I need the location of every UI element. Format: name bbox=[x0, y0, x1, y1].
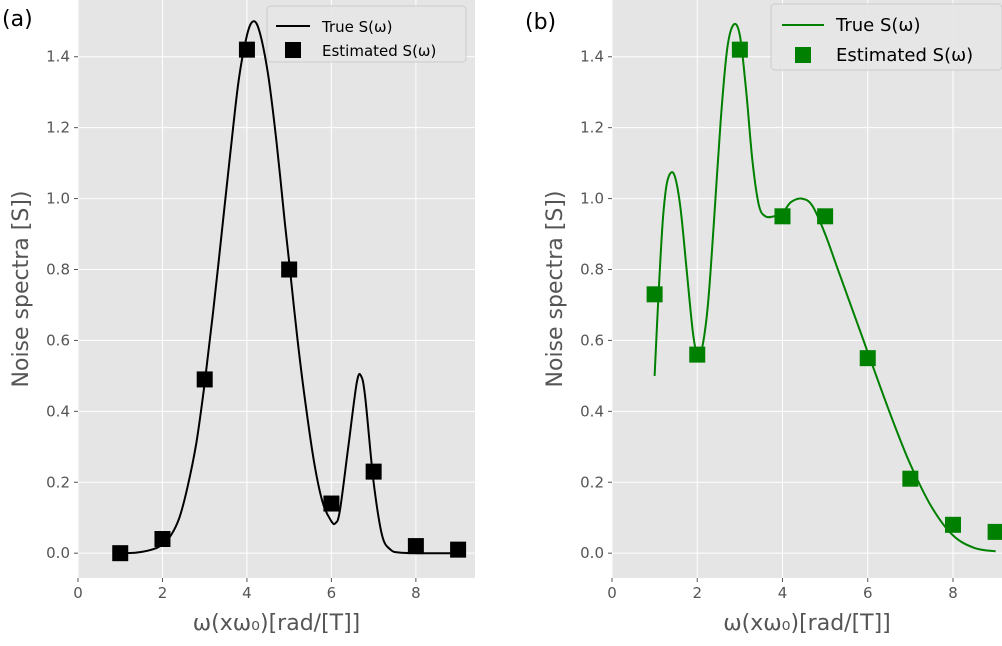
panel-a-label: (a) bbox=[2, 7, 33, 32]
estimated-point-marker bbox=[196, 371, 213, 388]
x-tick-label: 6 bbox=[327, 584, 337, 602]
y-tick-label: 1.4 bbox=[46, 48, 70, 66]
y-tick-label: 1.4 bbox=[580, 48, 604, 66]
y-tick-label: 0.6 bbox=[580, 331, 604, 349]
estimated-point-marker bbox=[365, 463, 382, 480]
y-tick-label: 0.4 bbox=[46, 402, 70, 420]
x-tick-label: 0 bbox=[607, 584, 617, 602]
y-tick-label: 1.0 bbox=[580, 190, 604, 208]
panel-a-ticks: 0 2 4 6 8 0.0 0.2 0.4 0.6 0.8 1.0 1.2 1.4 bbox=[46, 48, 421, 602]
y-tick-label: 0.8 bbox=[580, 260, 604, 278]
panel-a-legend-marker-swatch bbox=[285, 42, 301, 58]
panel-b-ticks: 0 2 4 6 8 0.0 0.2 0.4 0.6 0.8 1.0 1.2 1.4 bbox=[580, 48, 958, 602]
y-tick-label: 1.0 bbox=[46, 190, 70, 208]
panel-a-x-axis-label: ω(xω₀)[rad/[T]] bbox=[193, 611, 361, 636]
panel-b-legend-marker-swatch bbox=[795, 47, 811, 63]
x-tick-label: 8 bbox=[948, 584, 958, 602]
estimated-point-marker bbox=[450, 541, 467, 558]
y-tick-label: 0.4 bbox=[580, 402, 604, 420]
panel-a-data bbox=[112, 20, 467, 562]
panel-a-plot-area bbox=[78, 0, 475, 578]
y-tick-label: 0.6 bbox=[46, 331, 70, 349]
estimated-point-marker bbox=[689, 346, 706, 363]
panel-a-grid bbox=[77, 0, 475, 578]
estimated-point-marker bbox=[731, 41, 748, 58]
panel-b-legend-box bbox=[770, 3, 1002, 71]
x-tick-label: 4 bbox=[778, 584, 788, 602]
panel-b-label: (b) bbox=[525, 10, 556, 35]
x-tick-label: 0 bbox=[73, 584, 83, 602]
y-tick-label: 0.2 bbox=[46, 473, 70, 491]
x-tick-label: 6 bbox=[863, 584, 873, 602]
true-spectrum-line bbox=[120, 20, 459, 555]
panel-b-legend: True S(ω) Estimated S(ω) bbox=[770, 3, 1002, 71]
panel-a-legend-true-label: True S(ω) bbox=[321, 18, 392, 36]
panel-b-x-axis-label: ω(xω₀)[rad/[T]] bbox=[723, 611, 891, 636]
estimated-point-marker bbox=[987, 523, 1002, 540]
estimated-point-marker bbox=[407, 538, 424, 555]
panel-b-legend-estimated-label: Estimated S(ω) bbox=[836, 45, 973, 66]
panel-a-y-axis-label: Noise spectra [S]) bbox=[9, 191, 34, 388]
y-tick-label: 0.2 bbox=[580, 473, 604, 491]
y-tick-label: 1.2 bbox=[580, 119, 604, 137]
y-tick-label: 0.0 bbox=[580, 544, 604, 562]
estimated-point-marker bbox=[646, 286, 663, 303]
panel-b-plot-area bbox=[612, 0, 1002, 578]
estimated-point-marker bbox=[817, 208, 834, 225]
x-tick-label: 4 bbox=[242, 584, 252, 602]
x-tick-label: 8 bbox=[411, 584, 421, 602]
panel-a-legend-estimated-label: Estimated S(ω) bbox=[322, 42, 436, 60]
estimated-point-marker bbox=[238, 41, 255, 58]
y-tick-label: 0.8 bbox=[46, 260, 70, 278]
panel-a-legend: True S(ω) Estimated S(ω) bbox=[266, 5, 467, 63]
panel-b-legend-true-label: True S(ω) bbox=[835, 15, 921, 36]
panel-a: (a) 0 2 4 6 8 0.0 0.2 0.4 0.6 0.8 1.0 1.2 1.4 ω(xω₀)… bbox=[2, 0, 475, 636]
estimated-point-marker bbox=[281, 261, 298, 278]
estimated-point-marker bbox=[902, 470, 919, 487]
y-tick-label: 0.0 bbox=[46, 544, 70, 562]
estimated-point-marker bbox=[112, 545, 129, 562]
x-tick-label: 2 bbox=[692, 584, 702, 602]
estimated-point-marker bbox=[323, 495, 340, 512]
true-spectrum-line bbox=[653, 22, 996, 553]
estimated-point-marker bbox=[859, 350, 876, 367]
panel-b: (b) 0 2 4 6 8 0.0 0.2 0.4 0.6 0.8 1.0 1.2 1.4 ω(xω₀)… bbox=[525, 0, 1002, 636]
y-tick-label: 1.2 bbox=[46, 119, 70, 137]
panel-a-legend-box bbox=[266, 5, 467, 63]
panel-b-y-axis-label: Noise spectra [S]) bbox=[543, 191, 568, 388]
estimated-point-marker bbox=[774, 208, 791, 225]
estimated-point-marker bbox=[944, 516, 961, 533]
panel-b-data bbox=[646, 22, 1002, 553]
x-tick-label: 2 bbox=[158, 584, 168, 602]
estimated-point-marker bbox=[154, 530, 171, 547]
